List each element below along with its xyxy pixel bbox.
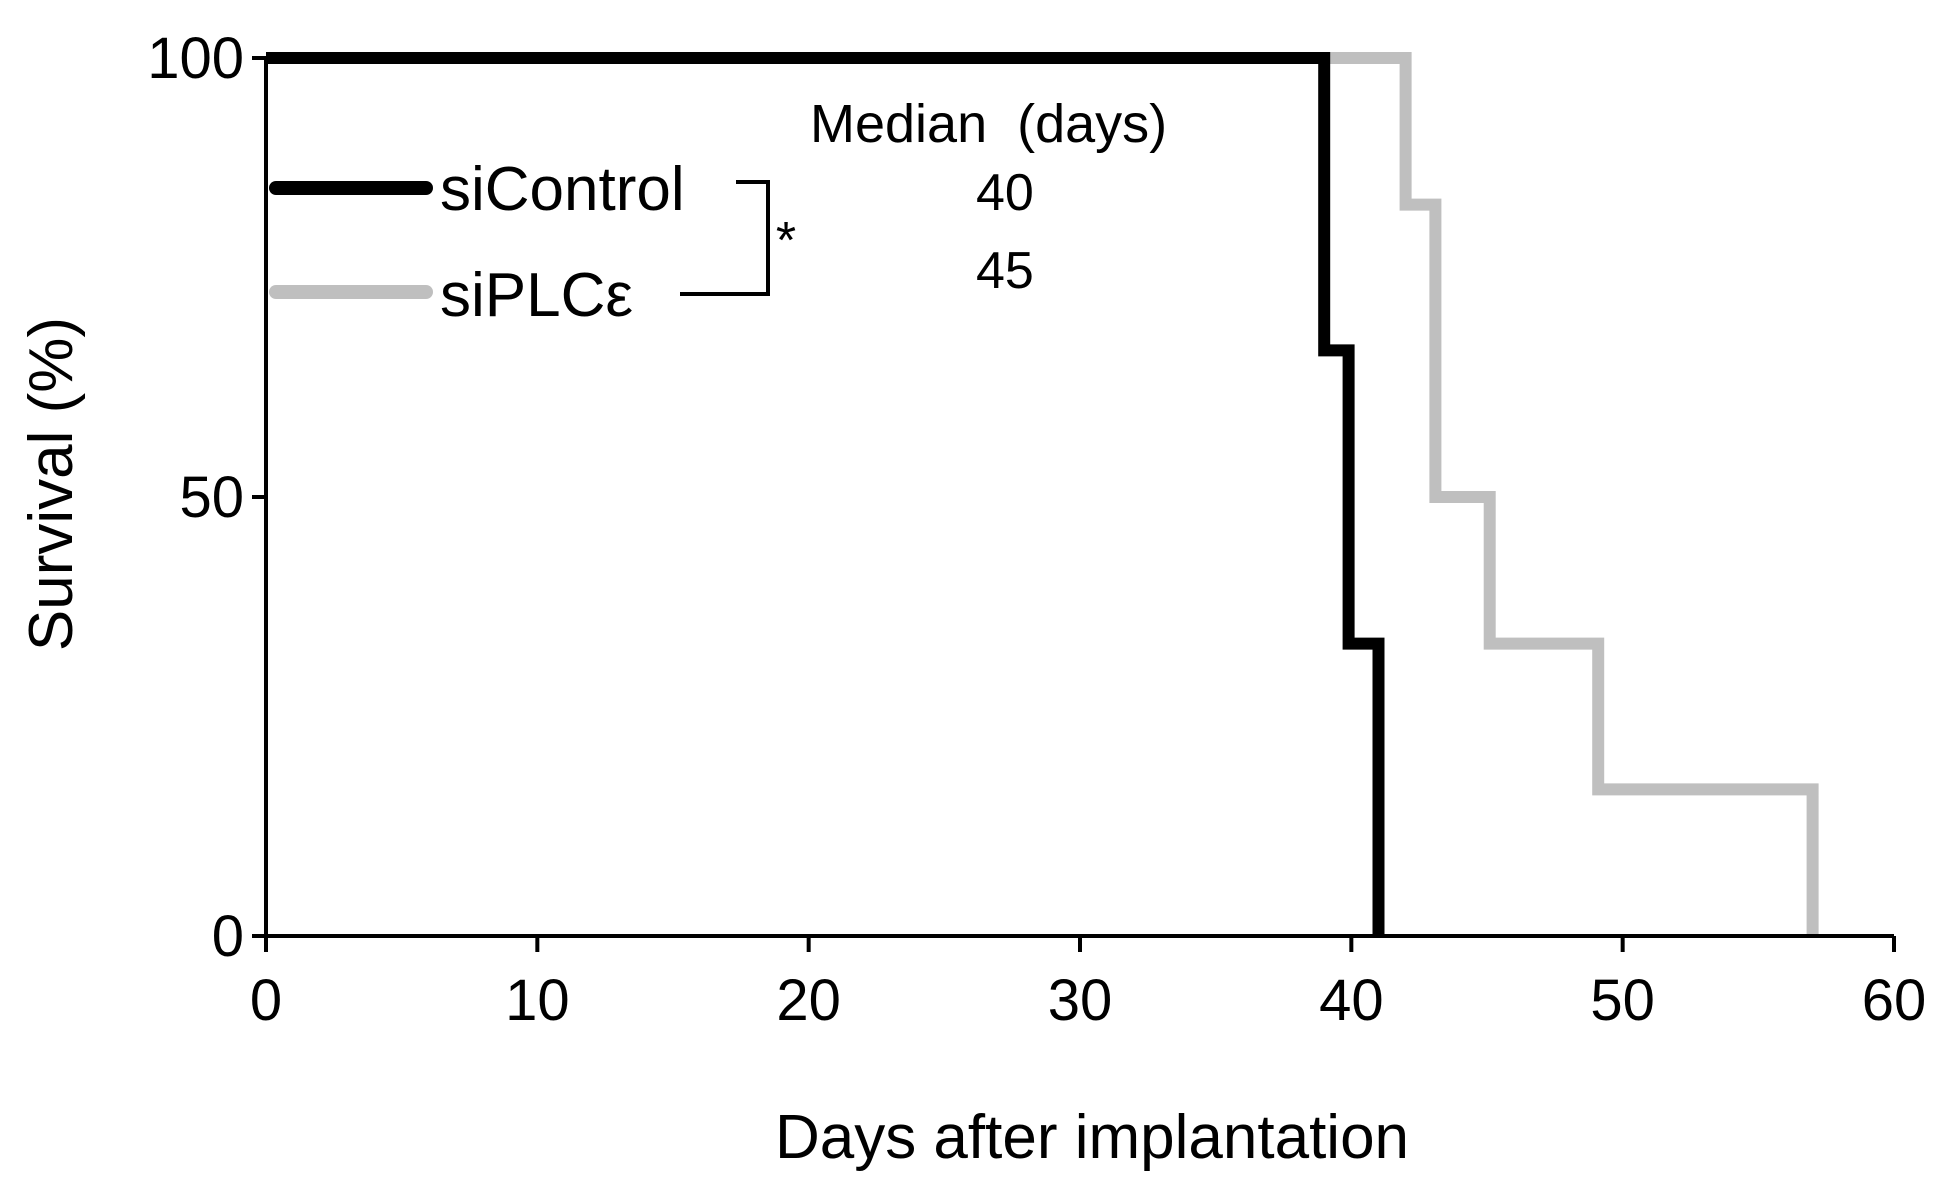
legend-median-siplce: 45 (976, 242, 1034, 300)
y-tick-label: 50 (179, 465, 244, 530)
legend-median-sicontrol: 40 (976, 164, 1034, 222)
x-tick-label: 40 (1319, 968, 1384, 1033)
x-tick-label: 30 (1048, 968, 1113, 1033)
legend-label-sicontrol: siControl (440, 155, 685, 224)
series-layer (266, 52, 1819, 936)
legend-label-siplce: siPLCε (440, 261, 633, 330)
x-tick-label: 0 (250, 968, 282, 1033)
y-tick-label: 0 (212, 904, 244, 969)
x-tick-label: 60 (1862, 968, 1927, 1033)
x-axis-title: Days after implantation (775, 1103, 1409, 1172)
series-line-sicontrol (266, 52, 1385, 936)
x-tick-label: 50 (1590, 968, 1655, 1033)
series-line-siplce (266, 52, 1819, 936)
y-tick-label: 100 (147, 26, 244, 91)
x-tick-label: 10 (505, 968, 570, 1033)
x-tick-label: 20 (776, 968, 841, 1033)
significance-bracket (680, 180, 770, 296)
y-axis-title: Survival (%) (17, 317, 86, 651)
significance-asterisk: * (776, 212, 796, 270)
legend: Median (days) siControl 40 siPLCε 45 * (269, 94, 1167, 330)
legend-median-header: Median (days) (810, 94, 1167, 154)
y-axis-ticks: 0 50 100 (147, 26, 266, 969)
x-axis-ticks: 0 10 20 30 40 50 60 (250, 936, 1926, 1033)
